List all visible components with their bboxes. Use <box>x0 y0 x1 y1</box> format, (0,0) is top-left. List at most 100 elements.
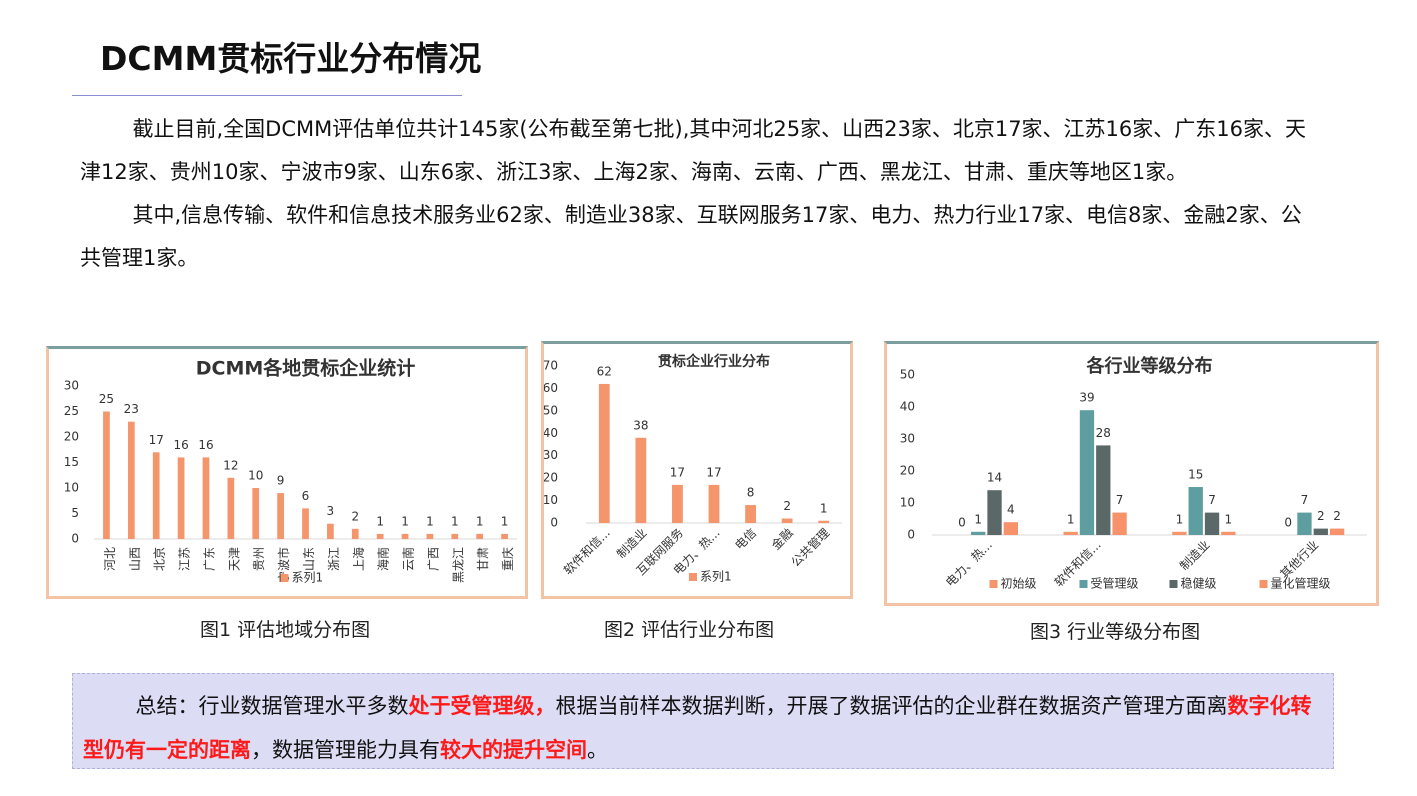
chart: 贯标企业行业分布010203040506070软件和信...62制造业38互联网… <box>544 353 842 584</box>
bar <box>781 518 793 523</box>
legend-swatch <box>280 574 289 582</box>
data-label: 1 <box>451 514 459 528</box>
y-tick-label: 0 <box>71 532 79 546</box>
bar <box>1096 445 1111 535</box>
bar <box>302 508 309 539</box>
x-tick-label: 电力、热... <box>943 538 995 590</box>
data-label: 14 <box>987 471 1002 485</box>
data-label: 7 <box>1301 493 1309 507</box>
data-label: 1 <box>376 514 384 528</box>
bar <box>672 484 683 523</box>
legend-swatch <box>989 580 998 588</box>
legend-label: 系列1 <box>292 571 324 585</box>
summary-text: 根据当前样本数据判断，开展了数据评估的企业群在数据资产管理方面离 <box>555 694 1228 718</box>
data-label: 7 <box>1208 493 1216 507</box>
y-tick-label: 0 <box>907 528 915 542</box>
y-tick-label: 10 <box>64 481 79 495</box>
data-label: 3 <box>327 504 335 518</box>
bar <box>971 531 986 535</box>
bar <box>351 528 359 539</box>
x-tick-label: 甘肃 <box>476 547 490 571</box>
data-label: 4 <box>1007 503 1015 517</box>
x-tick-label: 江苏 <box>178 547 192 571</box>
data-label: 1 <box>401 514 409 528</box>
data-label: 16 <box>173 438 188 452</box>
caption: 图1 评估地域分布图 <box>200 619 371 641</box>
data-label: 1 <box>974 512 982 526</box>
x-tick-label: 公共管理 <box>788 525 833 570</box>
y-tick-label: 5 <box>71 506 79 520</box>
y-tick-label: 25 <box>64 404 79 418</box>
chart-title: DCMM各地贯标企业统计 <box>196 357 416 380</box>
x-tick-label: 电信 <box>732 526 759 553</box>
data-label: 1 <box>820 501 828 515</box>
bar <box>327 523 334 539</box>
x-tick-label: 软件和信... <box>561 526 613 578</box>
y-tick-label: 60 <box>544 381 558 395</box>
data-label: 23 <box>124 402 139 416</box>
data-label: 1 <box>426 514 434 528</box>
y-tick-label: 50 <box>900 368 915 382</box>
bar <box>426 533 434 539</box>
bar <box>1172 531 1187 535</box>
y-tick-label: 20 <box>64 430 79 444</box>
bar <box>1063 531 1078 535</box>
chart-frame: DCMM各地贯标企业统计 0 5 10 15 20 25 30 河北 25 山西 23 北京 17 江苏 16… <box>46 346 528 599</box>
x-tick-label: 广西 <box>426 547 440 571</box>
bar <box>202 457 210 539</box>
data-label: 2 <box>783 499 791 513</box>
summary-text: 。 <box>587 738 608 762</box>
legend-label: 受管理级 <box>1091 576 1139 591</box>
legend-label: 量化管理级 <box>1271 576 1331 591</box>
bar <box>1297 512 1312 535</box>
data-label: 17 <box>149 433 164 447</box>
y-tick-label: 10 <box>900 496 915 510</box>
legend-label: 系列1 <box>700 570 732 584</box>
data-label: 1 <box>476 514 484 528</box>
y-tick-label: 30 <box>64 379 79 393</box>
y-tick-label: 10 <box>544 493 558 507</box>
bar <box>501 533 508 539</box>
legend-swatch <box>689 573 697 581</box>
data-label: 0 <box>1284 516 1292 530</box>
legend-label: 稳健级 <box>1181 576 1217 591</box>
bar <box>1003 522 1018 535</box>
data-label: 9 <box>277 474 285 488</box>
bar <box>227 477 235 539</box>
data-label: 25 <box>99 392 114 406</box>
legend-swatch <box>1259 580 1268 588</box>
paragraph: 截止目前,全国DCMM评估单位共计145家(公布截至第七批),其中河北25家、山… <box>80 117 1306 184</box>
bar <box>1329 528 1345 535</box>
summary-text: 数字化转型仍有一定的距离 <box>83 694 1312 762</box>
bar <box>635 437 647 523</box>
summary-text: 总结：行业数据管理水平多数 <box>135 694 409 718</box>
data-label: 16 <box>198 438 213 452</box>
bar <box>1188 487 1203 535</box>
title-rule <box>72 95 462 96</box>
legend-swatch <box>1079 580 1088 588</box>
y-tick-label: 15 <box>64 455 79 469</box>
bar <box>1221 531 1236 535</box>
y-tick-label: 40 <box>544 426 558 440</box>
bar <box>1112 512 1127 535</box>
paragraph: 其中,信息传输、软件和信息技术服务业62家、制造业38家、互联网服务17家、电力… <box>80 203 1302 270</box>
y-tick-label: 20 <box>544 471 558 485</box>
x-tick-label: 重庆 <box>501 547 515 571</box>
x-tick-label: 广东 <box>202 547 216 571</box>
y-tick-label: 40 <box>900 400 915 414</box>
summary-text: 较大的提升空间 <box>440 738 587 762</box>
x-tick-label: 云南 <box>401 547 416 571</box>
summary: 总结：行业数据管理水平多数处于受管理级，根据当前样本数据判断，开展了数据评估的企… <box>72 673 1334 769</box>
bar <box>277 493 284 539</box>
bar <box>451 533 459 539</box>
data-label: 28 <box>1096 426 1111 440</box>
data-label: 62 <box>597 364 612 378</box>
data-label: 2 <box>351 509 359 523</box>
chart-title: 各行业等级分布 <box>1086 355 1213 377</box>
y-tick-label: 0 <box>550 516 558 530</box>
x-tick-label: 天津 <box>227 547 241 571</box>
x-tick-label: 山西 <box>128 547 142 571</box>
bar <box>745 505 756 523</box>
slide-title: DCMM贯标行业分布情况 <box>100 39 482 78</box>
y-tick-label: 50 <box>544 403 558 417</box>
